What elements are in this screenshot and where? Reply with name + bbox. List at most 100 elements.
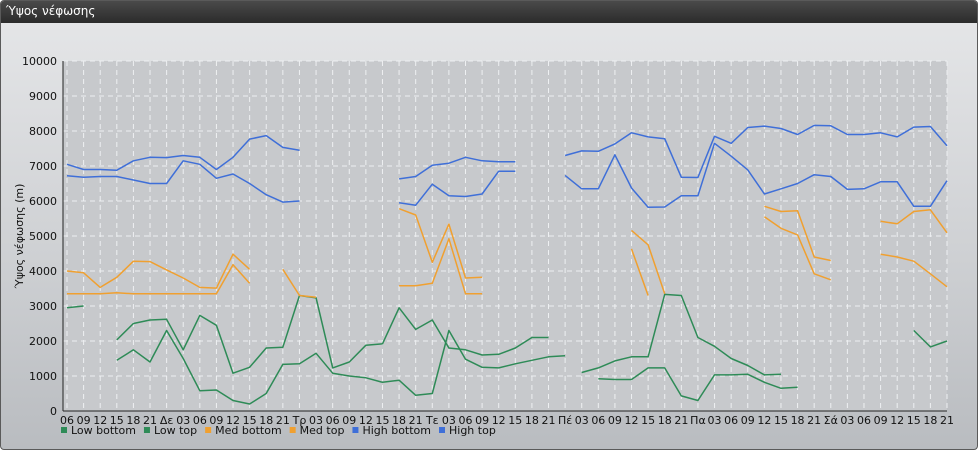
series-line-segment — [564, 142, 948, 209]
legend-swatch — [143, 427, 150, 433]
x-tick-label: 15 — [641, 414, 655, 427]
x-tick-label: 06 — [857, 414, 871, 427]
series-line-segment — [564, 124, 948, 179]
y-tick-label: 10000 — [22, 55, 57, 68]
x-tick-label: 12 — [492, 414, 506, 427]
series-line-segment — [66, 305, 84, 309]
series-line-segment — [66, 160, 300, 203]
series-line-segment — [598, 367, 798, 402]
series-line-segment — [116, 294, 549, 374]
legend-swatch — [289, 427, 296, 433]
x-tick-label: 21 — [276, 414, 290, 427]
x-tick-label: 18 — [525, 414, 539, 427]
x-tick-label: 06 — [724, 414, 738, 427]
x-tick-label: 03 — [176, 414, 190, 427]
legend: Low bottom Low top Med bottom Med top High b… — [61, 424, 496, 437]
x-tick-label: 18 — [791, 414, 805, 427]
series-high-bottom — [66, 142, 948, 209]
series-lines — [66, 124, 948, 405]
series-line-segment — [631, 229, 666, 295]
series-line-segment — [116, 329, 566, 405]
legend-swatch — [352, 427, 359, 433]
legend-label: Med bottom — [215, 424, 282, 437]
y-tick-label: 2000 — [29, 335, 57, 348]
x-tick-label: 09 — [209, 414, 223, 427]
x-tick-label: 15 — [243, 414, 257, 427]
x-tick-label: 09 — [342, 414, 356, 427]
x-tick-label: 03 — [708, 414, 722, 427]
x-tick-label: 21 — [674, 414, 688, 427]
series-line-segment — [67, 263, 251, 295]
x-tick-label: 06 — [193, 414, 207, 427]
series-line-segment — [398, 170, 516, 206]
legend-label: High bottom — [362, 424, 431, 437]
x-tick-label: 09 — [475, 414, 489, 427]
x-tick-label: 06 — [326, 414, 340, 427]
series-line-segment — [764, 205, 831, 262]
y-tick-label: 4000 — [29, 265, 57, 278]
y-tick-label: 3000 — [29, 300, 57, 313]
legend-label: Low bottom — [71, 424, 136, 437]
x-tick-label: 15 — [774, 414, 788, 427]
series-line-segment — [880, 209, 948, 234]
y-tick-label: 9000 — [29, 90, 57, 103]
series-line-segment — [398, 156, 516, 180]
y-tick-label: 8000 — [29, 125, 57, 138]
series-line-segment — [880, 253, 948, 288]
x-tick-label: 03 — [309, 414, 323, 427]
x-tick-label: 12 — [93, 414, 107, 427]
x-tick-label: 18 — [259, 414, 273, 427]
title-bar: Ύψος νέφωσης — [1, 1, 977, 23]
x-tick-label: 12 — [890, 414, 904, 427]
series-line-segment — [630, 248, 649, 296]
x-tick-label: 12 — [359, 414, 373, 427]
y-tick-label: 1000 — [29, 370, 57, 383]
series-line-segment — [913, 329, 948, 348]
x-tick-label: 06 — [60, 414, 74, 427]
series-line-segment — [66, 134, 300, 171]
x-tick-label: 15 — [375, 414, 389, 427]
x-tick-label: 15 — [110, 414, 124, 427]
x-tick-label: 21 — [409, 414, 423, 427]
x-tick-label: 09 — [741, 414, 755, 427]
window-title: Ύψος νέφωσης — [6, 4, 96, 18]
x-tick-label: 12 — [757, 414, 771, 427]
x-tick-label: 09 — [874, 414, 888, 427]
series-line-segment — [763, 216, 832, 281]
x-tick-label: 12 — [226, 414, 240, 427]
x-tick-label: 03 — [840, 414, 854, 427]
x-tick-label: 15 — [907, 414, 921, 427]
y-tick-label: 6000 — [29, 195, 57, 208]
grid — [63, 60, 948, 412]
legend-label: Low top — [154, 424, 197, 437]
series-line-segment — [399, 238, 483, 295]
x-tick-label: 03 — [575, 414, 589, 427]
x-tick-label: 09 — [608, 414, 622, 427]
x-tick-label: 09 — [77, 414, 91, 427]
x-tick-label: 15 — [508, 414, 522, 427]
series-line-segment — [581, 293, 782, 376]
x-tick-label: 21 — [542, 414, 556, 427]
series-line-segment — [398, 207, 483, 279]
y-axis-title: Ύψος νέφωσης (m) — [13, 184, 26, 290]
x-tick-label: 18 — [658, 414, 672, 427]
series-low-bottom — [66, 305, 798, 405]
x-tick-label: Σά — [824, 414, 838, 427]
series-line-segment — [66, 253, 251, 289]
x-tick-label: 18 — [392, 414, 406, 427]
y-tick-label: 7000 — [29, 160, 57, 173]
legend-label: High top — [449, 424, 496, 437]
series-line-segment — [282, 268, 317, 299]
x-tick-label: Τρ — [292, 414, 307, 427]
legend-swatch — [61, 427, 67, 433]
x-tick-label: 21 — [940, 414, 954, 427]
axis-labels: 0 1000 2000 3000 4000 5000 6000 7000 8000 9000 100… — [13, 55, 954, 427]
series-med-top — [66, 205, 948, 299]
y-tick-label: 5000 — [29, 230, 57, 243]
x-tick-label: Πα — [690, 414, 706, 427]
legend-label: Med top — [300, 424, 345, 437]
x-tick-label: 21 — [143, 414, 157, 427]
x-tick-label: 21 — [807, 414, 821, 427]
axes — [62, 61, 947, 412]
